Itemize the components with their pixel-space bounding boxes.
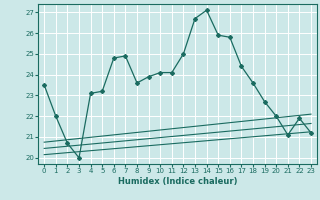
X-axis label: Humidex (Indice chaleur): Humidex (Indice chaleur) <box>118 177 237 186</box>
